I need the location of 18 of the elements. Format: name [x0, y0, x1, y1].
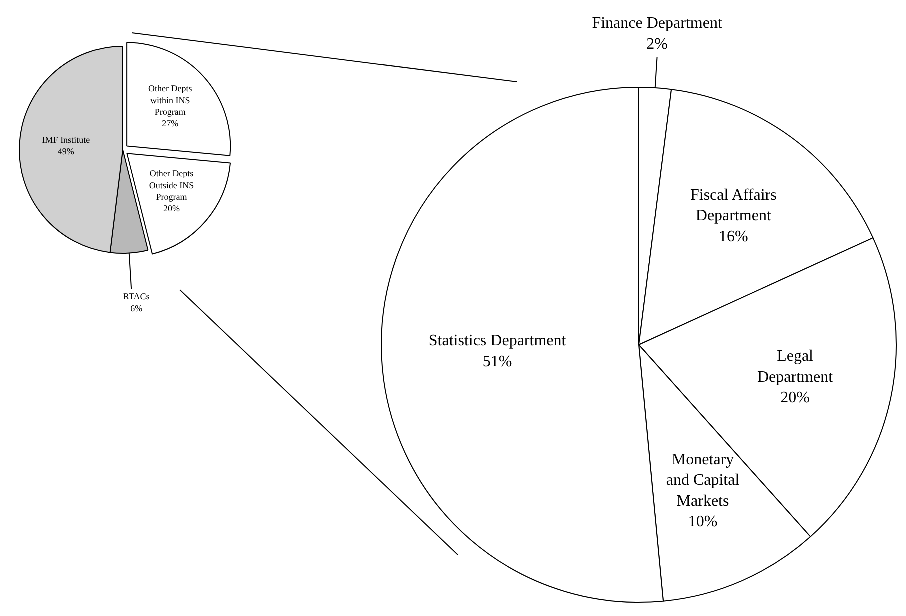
slice-label: Other Depts within INS Program: [148, 84, 193, 117]
data-label: 2%: [646, 36, 668, 53]
data-label: 49%: [58, 146, 75, 157]
slice-label: Monetary and Capital Markets: [666, 451, 740, 510]
data-label: 27%: [162, 118, 180, 129]
slice-label: Finance Department: [592, 15, 723, 32]
data-label: 20%: [163, 204, 180, 214]
data-label: 16%: [718, 228, 748, 246]
slice-label: Statistics Department: [428, 332, 567, 350]
slice-label: Fiscal Affairs Department: [690, 186, 777, 225]
slice-label: RTACs: [123, 292, 150, 302]
data-label: 51%: [482, 353, 512, 370]
slice-label: Legal Department: [758, 348, 834, 386]
slice-label: Other Depts Outside INS Program: [149, 168, 194, 202]
data-label: 6%: [130, 303, 144, 314]
data-label: 10%: [688, 514, 718, 531]
slice-label: IMF Institute: [42, 135, 90, 146]
data-label: 20%: [780, 390, 810, 407]
